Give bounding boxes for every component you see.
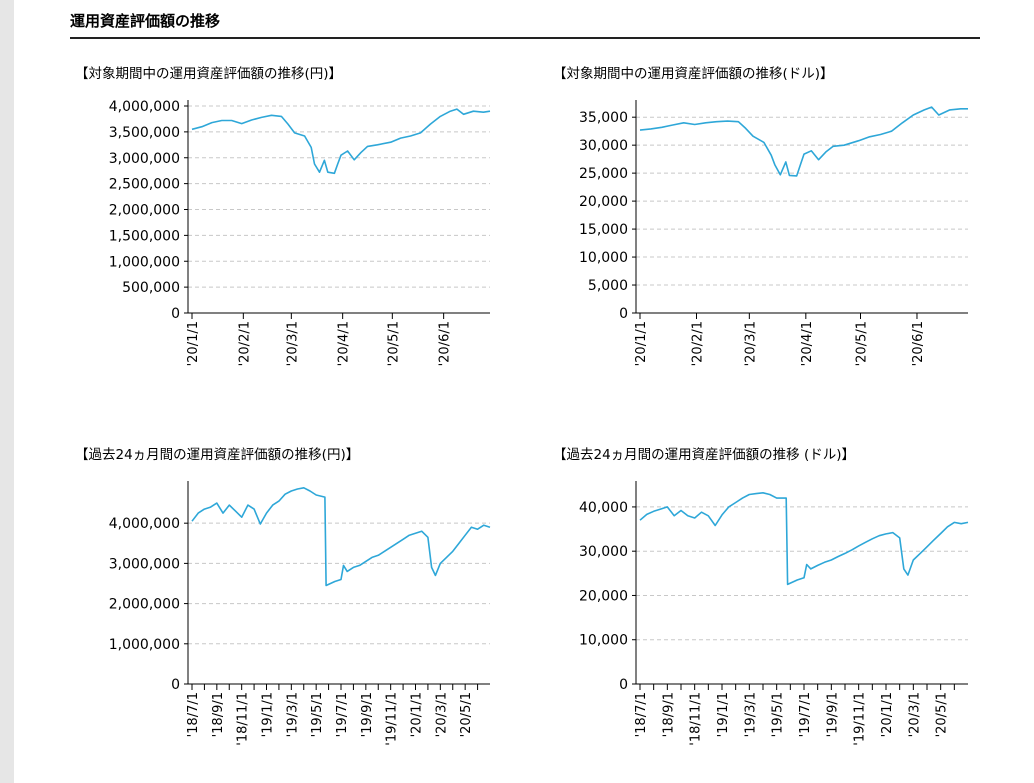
chart-title: 【過去24ヵ月間の運用資産評価額の推移 (ドル)】 [553, 447, 856, 463]
title-divider [70, 37, 980, 39]
x-tick-label: '18/7/1 [186, 692, 201, 737]
x-tick-label: '20/2/1 [690, 321, 705, 366]
chart-panel-period-jpy: 【対象期間中の運用資産評価額の推移(円)】 0 500,000 1,000,000 1… [75, 62, 495, 392]
y-tick-label: 35,000 [579, 110, 628, 126]
y-tick-label: 10,000 [579, 633, 628, 649]
x-tick-label: '20/6/1 [438, 321, 453, 366]
y-tick-label: 0 [171, 677, 180, 693]
x-tick-label: '20/6/1 [911, 321, 926, 366]
series-line [639, 106, 968, 177]
line-chart-24m-usd: 0 10,000 20,000 30,000 40,000 '18/7/1 '18/9/1 '… [579, 481, 969, 746]
x-tick-label: '19/3/1 [743, 692, 758, 737]
chart-title: 【対象期間中の運用資産評価額の推移(円)】 [75, 66, 343, 82]
x-tick-label: '19/7/1 [798, 692, 813, 737]
page-title: 運用資産評価額の推移 [70, 12, 221, 30]
chart-panel-24m-jpy: 【過去24ヵ月間の運用資産評価額の推移(円)】 0 1,000,000 2,000,… [75, 443, 495, 778]
x-tick-label: '19/5/1 [771, 692, 786, 737]
x-tick-label: '20/1/1 [410, 692, 425, 737]
series-line [639, 491, 969, 586]
x-tick-label: '20/4/1 [337, 321, 352, 366]
x-tick-label: '20/1/1 [186, 321, 201, 366]
y-tick-label: 30,000 [579, 544, 628, 560]
x-tick-label: '18/11/1 [236, 692, 251, 746]
y-tick-label: 0 [619, 306, 628, 322]
y-tick-label: 3,000,000 [109, 151, 180, 167]
y-tick-label: 25,000 [579, 166, 628, 182]
x-tick-label: '20/2/1 [237, 321, 252, 366]
chart-panel-24m-usd: 【過去24ヵ月間の運用資産評価額の推移 (ドル)】 0 10,000 20,000 3… [553, 443, 973, 778]
chart-panel-period-usd: 【対象期間中の運用資産評価額の推移(ドル)】 0 5,000 10,000 15,00… [553, 62, 973, 392]
y-tick-label: 4,000,000 [109, 516, 180, 532]
x-tick-label: '19/9/1 [825, 692, 840, 737]
y-tick-label: 20,000 [579, 588, 628, 604]
y-tick-label: 1,000,000 [109, 254, 180, 270]
y-tick-label: 3,000,000 [109, 556, 180, 572]
y-tick-label: 2,500,000 [109, 177, 180, 193]
x-tick-label: '20/3/1 [743, 321, 758, 366]
x-tick-label: '18/11/1 [689, 692, 704, 746]
line-chart-period-usd: 0 5,000 10,000 15,000 20,000 25,000 30,000 35,0… [579, 100, 968, 366]
series-line [191, 108, 491, 175]
y-tick-label: 3,500,000 [109, 125, 180, 141]
x-tick-label: '19/5/1 [310, 692, 325, 737]
x-tick-label: '19/9/1 [360, 692, 375, 737]
y-tick-label: 4,000,000 [109, 99, 180, 115]
x-tick-label: '20/5/1 [386, 321, 401, 366]
chart-title: 【過去24ヵ月間の運用資産評価額の推移(円)】 [75, 447, 360, 463]
x-tick-label: '19/7/1 [335, 692, 350, 737]
x-tick-label: '20/1/1 [634, 321, 649, 366]
x-tick-label: '20/4/1 [800, 321, 815, 366]
y-tick-label: 15,000 [579, 222, 628, 238]
x-tick-label: '20/5/1 [935, 692, 950, 737]
x-tick-label: '20/5/1 [854, 321, 869, 366]
x-tick-label: '19/11/1 [853, 692, 868, 746]
x-tick-label: '18/9/1 [211, 692, 226, 737]
y-tick-label: 0 [171, 306, 180, 322]
y-tick-label: 2,000,000 [109, 597, 180, 613]
x-tick-label: '18/7/1 [634, 692, 649, 737]
x-tick-label: '20/3/1 [907, 692, 922, 737]
chart-title: 【対象期間中の運用資産評価額の推移(ドル)】 [553, 66, 834, 82]
x-tick-label: '19/11/1 [385, 692, 400, 746]
left-scroll-gutter [0, 0, 14, 783]
y-tick-label: 40,000 [579, 500, 628, 516]
x-tick-label: '18/9/1 [661, 692, 676, 737]
y-tick-label: 30,000 [579, 138, 628, 154]
x-tick-label: '19/3/1 [285, 692, 300, 737]
y-tick-label: 1,500,000 [109, 228, 180, 244]
line-chart-24m-jpy: 0 1,000,000 2,000,000 3,000,000 4,000,000 '18… [109, 481, 491, 746]
series-line [191, 486, 491, 587]
x-tick-label: '20/3/1 [285, 321, 300, 366]
y-tick-label: 500,000 [122, 280, 180, 296]
x-tick-label: '19/1/1 [261, 692, 276, 737]
y-tick-label: 2,000,000 [109, 203, 180, 219]
y-tick-label: 5,000 [588, 278, 628, 294]
y-tick-label: 20,000 [579, 194, 628, 210]
x-tick-label: '20/3/1 [434, 692, 449, 737]
line-chart-period-jpy: 0 500,000 1,000,000 1,500,000 2,000,000 2,500… [109, 99, 491, 366]
y-tick-label: 1,000,000 [109, 637, 180, 653]
x-tick-label: '19/1/1 [716, 692, 731, 737]
y-tick-label: 10,000 [579, 250, 628, 266]
x-tick-label: '20/1/1 [880, 692, 895, 737]
x-tick-label: '20/5/1 [459, 692, 474, 737]
y-tick-label: 0 [619, 677, 628, 693]
